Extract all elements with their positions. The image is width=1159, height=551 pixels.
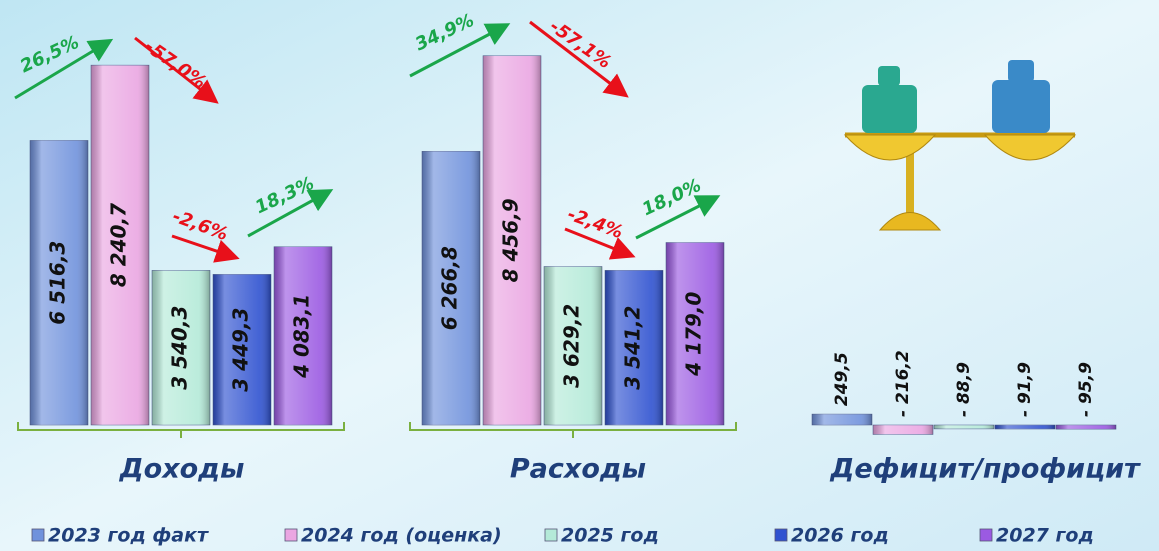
group-title: Доходы (119, 454, 245, 485)
bar-shine (995, 425, 1055, 430)
group-title: Расходы (510, 454, 646, 485)
bracket (409, 422, 737, 438)
bar-shine (213, 274, 271, 425)
value-label: 4 083,1 (290, 294, 314, 379)
value-label: 3 629,2 (560, 304, 584, 388)
bar-shine (934, 425, 994, 429)
bar-shine (812, 414, 872, 425)
bar-shine (666, 242, 724, 425)
change-arrow (409, 23, 511, 78)
legend-swatch (284, 528, 298, 542)
legend-swatch (544, 528, 558, 542)
change-arrow (14, 38, 114, 100)
value-label: 3 541,2 (621, 306, 645, 390)
legend-swatch (979, 528, 993, 542)
change-arrow (529, 20, 629, 98)
bar-shine (91, 65, 149, 425)
legend-label: 2023 год факт (48, 525, 209, 547)
value-label: - 95,9 (1076, 362, 1096, 417)
legend-label: 2027 год (996, 525, 1094, 547)
change-arrow (247, 189, 334, 238)
bar-shine (30, 140, 88, 425)
change-arrow (635, 195, 721, 240)
bar-shine (605, 270, 663, 425)
value-label: 4 179,0 (682, 292, 706, 377)
bracket (17, 422, 345, 438)
legend-swatch (31, 528, 45, 542)
value-label: - 216,2 (893, 350, 913, 417)
bar-shine (152, 270, 210, 425)
legend-swatch (774, 528, 788, 542)
value-label: 3 449,3 (229, 308, 253, 392)
value-label: 8 456,9 (499, 198, 523, 282)
value-label: 6 516,3 (46, 241, 70, 325)
bar-shine (274, 246, 332, 425)
bar-shine (1056, 425, 1116, 430)
value-label: 3 540,3 (168, 306, 192, 390)
change-arrow (171, 234, 240, 263)
legend-label: 2024 год (оценка) (301, 525, 502, 547)
change-arrow (564, 227, 636, 260)
bar-shine (422, 151, 480, 425)
bar-shine (483, 55, 541, 426)
value-label: - 91,9 (1015, 362, 1035, 417)
value-label: 8 240,7 (107, 203, 131, 287)
scales-icon (843, 60, 1077, 231)
value-label: 249,5 (832, 352, 852, 406)
group-title: Дефицит/профицит (829, 454, 1141, 485)
bar-shine (873, 425, 933, 435)
legend-label: 2026 год (791, 525, 889, 547)
change-arrow (134, 36, 219, 104)
bar-shine (544, 266, 602, 425)
legend-label: 2025 год (561, 525, 659, 547)
value-label: 6 266,8 (438, 246, 462, 330)
value-label: - 88,9 (954, 362, 974, 417)
